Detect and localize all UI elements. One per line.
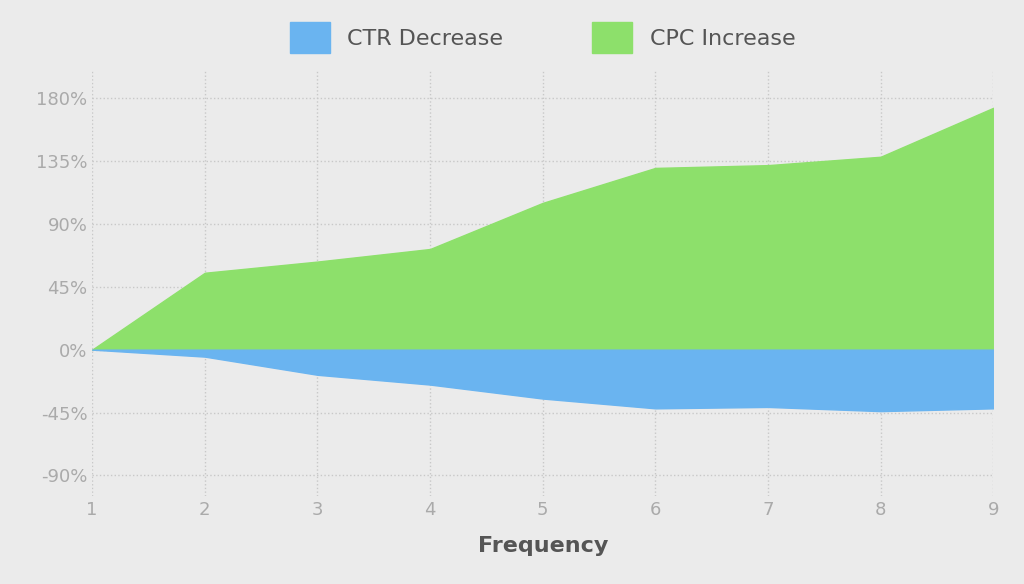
X-axis label: Frequency: Frequency [477,536,608,556]
Legend: CTR Decrease, CPC Increase: CTR Decrease, CPC Increase [281,13,805,62]
